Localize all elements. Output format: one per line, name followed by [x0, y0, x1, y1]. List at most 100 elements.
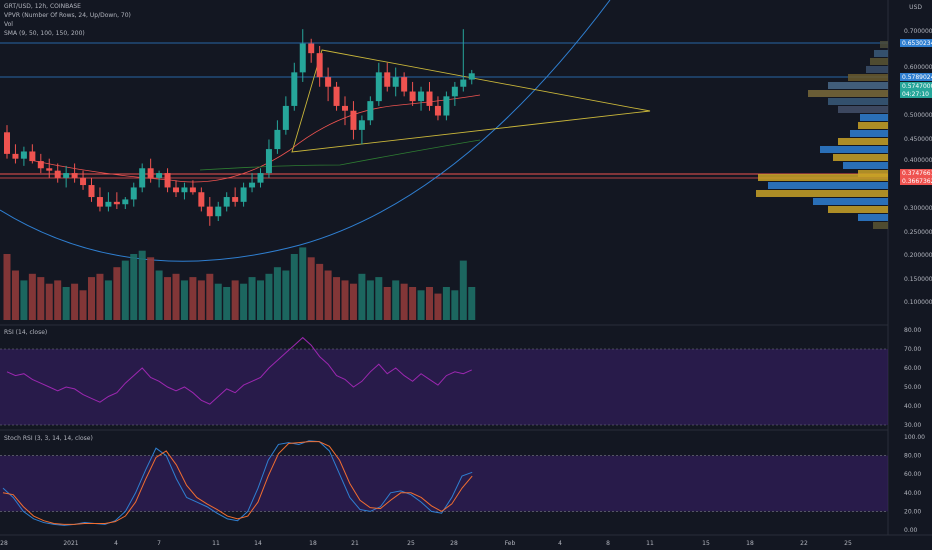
- time-tick-label: 22: [800, 540, 808, 547]
- candle-body: [342, 105, 348, 111]
- sma-line: [199, 139, 481, 171]
- volume-bar: [180, 280, 188, 320]
- price-label-red: 0.37476615: [902, 170, 932, 177]
- volume-bar: [468, 287, 476, 320]
- candle-body: [215, 206, 222, 217]
- candle-body: [333, 86, 340, 106]
- volume-bar: [240, 283, 248, 320]
- stoch-band: [0, 455, 888, 512]
- candle-body: [291, 72, 298, 106]
- volume-bar: [3, 254, 11, 320]
- volume-bar: [265, 273, 273, 320]
- time-tick-label: 21: [351, 540, 359, 547]
- candle-body: [257, 173, 264, 183]
- volume-bar: [130, 254, 138, 320]
- stoch-d-line: [2, 441, 473, 525]
- candle-body: [80, 177, 87, 186]
- volume-bar: [71, 283, 79, 320]
- volume-label: Vol: [4, 21, 13, 28]
- volume-bar: [54, 280, 62, 320]
- price-tick-label: 0.40000000: [904, 157, 932, 164]
- volume-bar: [459, 260, 467, 320]
- price-label-red2: 0.36673623: [902, 178, 932, 185]
- time-tick-label: Feb: [505, 540, 516, 547]
- volume-bar: [358, 273, 366, 320]
- candle-body: [88, 185, 95, 198]
- vpvr-bar: [873, 222, 888, 229]
- price-tick-label: 0.45000000: [904, 136, 932, 143]
- candle-body: [460, 79, 467, 87]
- vpvr-bar: [828, 98, 888, 105]
- vpvr-bar: [828, 206, 888, 213]
- candle-body: [443, 96, 450, 116]
- volume-bar: [451, 290, 459, 320]
- candle-body: [249, 182, 256, 188]
- candle-body: [12, 153, 19, 159]
- rounding-bottom-curve: [0, 0, 611, 262]
- candle-body: [130, 187, 137, 200]
- candle-body: [71, 173, 78, 178]
- vpvr-label: VPVR (Number Of Rows, 24, Up/Down, 70): [4, 12, 131, 19]
- time-tick-label: 14: [254, 540, 262, 547]
- countdown-label-box: [900, 90, 932, 98]
- candle-body: [139, 168, 146, 188]
- time-tick-label: 4: [114, 540, 118, 547]
- rsi-tick-label: 80.00: [904, 327, 921, 334]
- candle-body: [282, 105, 289, 130]
- volume-bar: [392, 280, 400, 320]
- volume-bar: [409, 287, 417, 320]
- candle-body: [409, 91, 416, 102]
- time-tick-label: 8: [606, 540, 610, 547]
- volume-bar: [223, 287, 231, 320]
- candle-body: [316, 53, 323, 78]
- vpvr-bar: [828, 82, 888, 89]
- candle-body: [54, 170, 61, 178]
- volume-bar: [79, 290, 87, 320]
- vpvr-bar: [880, 41, 888, 48]
- vpvr-bar: [874, 50, 888, 57]
- vpvr-bar: [850, 130, 888, 137]
- candle-body: [232, 197, 239, 202]
- price-label-high-box: [900, 39, 932, 47]
- candle-body: [105, 201, 112, 207]
- time-tick-label: 15: [702, 540, 710, 547]
- volume-bar: [214, 283, 222, 320]
- volume-bar: [426, 287, 433, 320]
- volume-bar: [88, 277, 95, 320]
- vpvr-bar: [820, 146, 888, 153]
- volume-bar: [324, 270, 332, 320]
- candle-body: [122, 199, 129, 205]
- stoch-tick-label: 0.00: [904, 527, 918, 534]
- vpvr-bar: [756, 190, 888, 197]
- volume-bar: [96, 273, 104, 320]
- candle-body: [198, 192, 205, 207]
- candle-body: [274, 129, 281, 150]
- price-tick-label: 0.60000000: [904, 64, 932, 71]
- volume-bar: [341, 280, 349, 320]
- rsi-line: [6, 336, 472, 405]
- volume-bar: [273, 267, 281, 320]
- volume-bar: [28, 273, 36, 320]
- vpvr-bar: [758, 174, 888, 181]
- candle-body: [37, 161, 44, 169]
- volume-bar: [197, 280, 205, 320]
- stoch-tick-label: 60.00: [904, 471, 921, 478]
- candle-body: [240, 187, 247, 202]
- candle-body: [265, 149, 272, 174]
- stoch-k-line: [2, 440, 473, 526]
- volume-bar: [257, 280, 264, 320]
- time-tick-label: 18: [746, 540, 754, 547]
- stoch-tick-label: 40.00: [904, 490, 921, 497]
- volume-bar: [290, 254, 298, 320]
- volume-bar: [37, 277, 45, 320]
- sma-label: SMA (9, 50, 100, 150, 200): [4, 30, 85, 37]
- volume-bar: [172, 273, 180, 320]
- volume-bar: [282, 270, 290, 320]
- stoch-tick-label: 20.00: [904, 508, 921, 515]
- price-label-last: 0.57470000: [902, 83, 932, 90]
- candle-body: [308, 43, 315, 54]
- volume-bar: [442, 287, 450, 320]
- rsi-tick-label: 70.00: [904, 346, 921, 353]
